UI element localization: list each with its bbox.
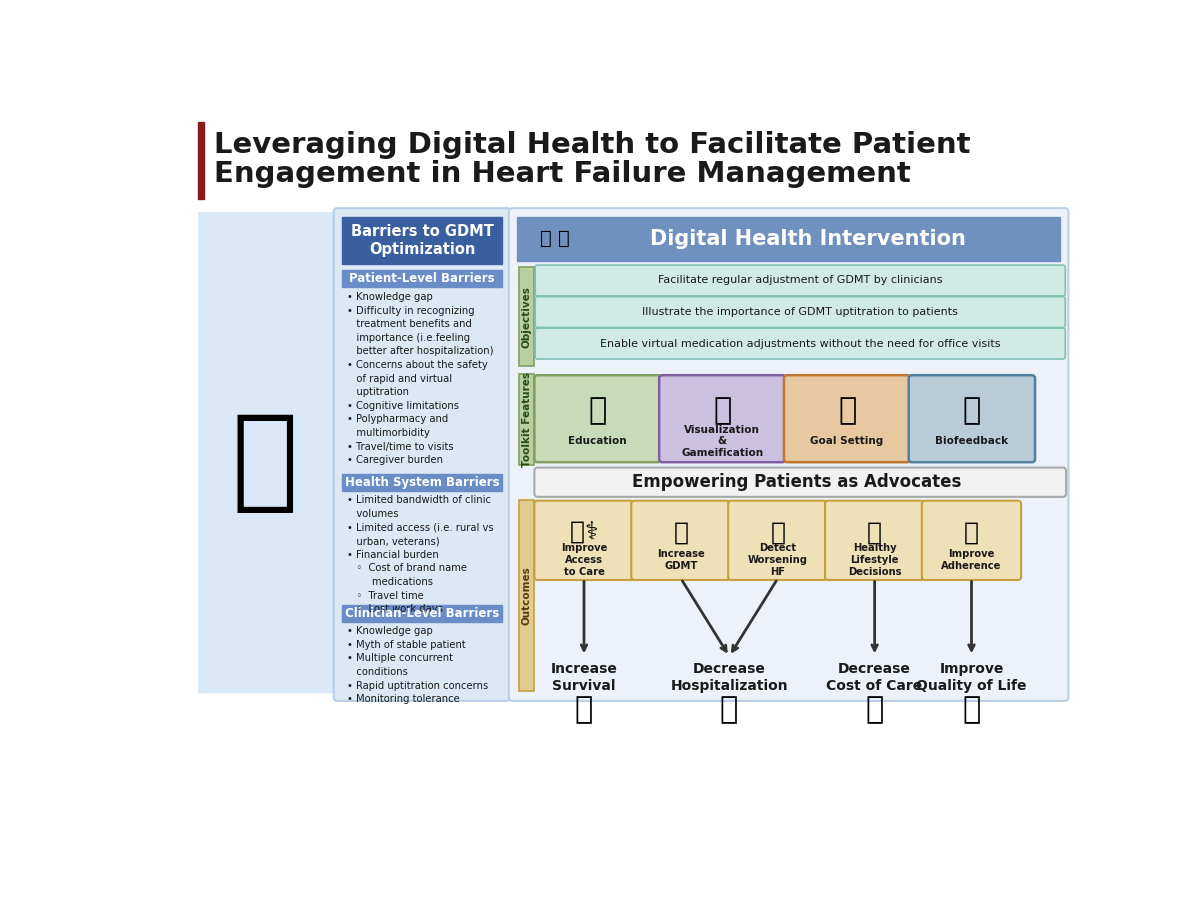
Text: 🛏️: 🛏️ <box>720 695 738 724</box>
FancyBboxPatch shape <box>728 500 827 580</box>
FancyBboxPatch shape <box>908 375 1036 463</box>
Text: 🎯: 🎯 <box>838 396 857 425</box>
Text: Barriers to GDMT
Optimization: Barriers to GDMT Optimization <box>350 223 493 257</box>
FancyBboxPatch shape <box>631 500 731 580</box>
Text: Digital Health Intervention: Digital Health Intervention <box>650 229 966 249</box>
Bar <box>518 374 534 464</box>
Text: 🏫: 🏫 <box>588 396 607 425</box>
Bar <box>518 267 534 366</box>
Text: Enable virtual medication adjustments without the need for office visits: Enable virtual medication adjustments wi… <box>600 338 1001 348</box>
Text: 👨‍⚕️: 👨‍⚕️ <box>570 521 599 545</box>
Text: Education: Education <box>569 436 626 446</box>
Text: • Knowledge gap
• Myth of stable patient
• Multiple concurrent
   conditions
• R: • Knowledge gap • Myth of stable patient… <box>347 626 488 704</box>
FancyBboxPatch shape <box>784 375 911 463</box>
Text: Improve
Access
to Care: Improve Access to Care <box>560 544 607 577</box>
Text: Empowering Patients as Advocates: Empowering Patients as Advocates <box>631 473 961 491</box>
Text: 💻 📱: 💻 📱 <box>540 230 570 248</box>
Text: Biofeedback: Biofeedback <box>935 436 1008 446</box>
Text: Detect
Worsening
HF: Detect Worsening HF <box>748 544 808 577</box>
Bar <box>342 605 502 622</box>
FancyBboxPatch shape <box>659 375 786 463</box>
Text: 💵: 💵 <box>865 695 883 724</box>
Text: Illustrate the importance of GDMT uptitration to patients: Illustrate the importance of GDMT uptitr… <box>642 307 958 317</box>
Text: Visualization
&
Gameification: Visualization & Gameification <box>682 425 763 458</box>
Text: 🏃: 🏃 <box>868 521 882 545</box>
Bar <box>518 500 534 691</box>
Text: Facilitate regular adjustment of GDMT by clinicians: Facilitate regular adjustment of GDMT by… <box>658 275 942 285</box>
FancyBboxPatch shape <box>826 500 924 580</box>
Text: Decrease
Hospitalization: Decrease Hospitalization <box>671 662 788 693</box>
FancyBboxPatch shape <box>535 266 1066 296</box>
Bar <box>342 271 502 287</box>
Text: 🎮: 🎮 <box>713 396 732 425</box>
Bar <box>342 473 502 491</box>
Text: Healthy
Lifestyle
Decisions: Healthy Lifestyle Decisions <box>848 544 901 577</box>
Text: Leveraging Digital Health to Facilitate Patient: Leveraging Digital Health to Facilitate … <box>214 131 970 159</box>
Text: Goal Setting: Goal Setting <box>810 436 883 446</box>
Text: Objectives: Objectives <box>522 285 532 347</box>
FancyBboxPatch shape <box>535 297 1066 328</box>
Text: Patient-Level Barriers: Patient-Level Barriers <box>349 273 494 285</box>
FancyBboxPatch shape <box>535 328 1066 359</box>
Text: Health System Barriers: Health System Barriers <box>344 476 499 489</box>
Text: Clinician-Level Barriers: Clinician-Level Barriers <box>344 607 499 619</box>
Text: • Limited bandwidth of clinic
   volumes
• Limited access (i.e. rural vs
   urba: • Limited bandwidth of clinic volumes • … <box>347 495 493 614</box>
Bar <box>342 217 502 265</box>
Text: 💊: 💊 <box>673 521 689 545</box>
Bar <box>198 122 204 199</box>
Text: 📈: 📈 <box>575 695 593 724</box>
Text: 💉: 💉 <box>964 521 979 545</box>
Text: • Knowledge gap
• Difficulty in recognizing
   treatment benefits and
   importa: • Knowledge gap • Difficulty in recogniz… <box>347 292 493 465</box>
Text: 🕺: 🕺 <box>962 695 980 724</box>
FancyBboxPatch shape <box>509 208 1068 701</box>
Text: 📱: 📱 <box>962 396 982 425</box>
Bar <box>517 217 1060 261</box>
Polygon shape <box>198 212 414 693</box>
FancyBboxPatch shape <box>534 375 661 463</box>
FancyBboxPatch shape <box>922 500 1021 580</box>
Text: Toolkit Features: Toolkit Features <box>522 372 532 466</box>
FancyBboxPatch shape <box>534 500 634 580</box>
Text: Increase
GDMT: Increase GDMT <box>658 549 704 571</box>
Text: Decrease
Cost of Care: Decrease Cost of Care <box>827 662 923 693</box>
Text: 🛏: 🛏 <box>770 521 785 545</box>
Text: Engagement in Heart Failure Management: Engagement in Heart Failure Management <box>214 160 911 188</box>
FancyBboxPatch shape <box>334 208 510 701</box>
Text: Improve
Quality of Life: Improve Quality of Life <box>917 662 1027 693</box>
Text: Increase
Survival: Increase Survival <box>551 662 618 693</box>
Text: Outcomes: Outcomes <box>522 566 532 625</box>
Text: 🫀: 🫀 <box>232 409 298 516</box>
Text: Improve
Adherence: Improve Adherence <box>941 549 1002 571</box>
FancyBboxPatch shape <box>534 468 1066 497</box>
